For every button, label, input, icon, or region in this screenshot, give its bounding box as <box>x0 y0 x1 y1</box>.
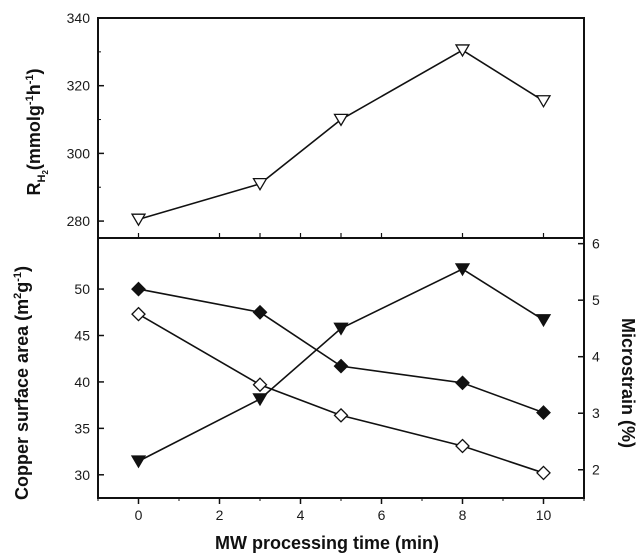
top-y-label-exp1: -1 <box>24 95 36 105</box>
x-tick-label: 4 <box>297 507 305 523</box>
top-y-label-main: R <box>24 182 44 195</box>
top-series-0-point <box>333 113 349 127</box>
x-axis-label: MW processing time (min) <box>215 533 439 553</box>
bottom-series-0-point <box>252 304 268 320</box>
x-tick-label: 2 <box>216 507 224 523</box>
bottom-y-tick-label: 35 <box>74 420 90 436</box>
bottom-y-tick-label: 40 <box>74 374 90 390</box>
bottom-y-axis-label: Copper surface area (m2g-1) <box>12 266 32 500</box>
top-series-0-point <box>535 95 552 109</box>
bottom-series-1-point <box>455 438 470 454</box>
top-y-label-subsub: 2 <box>41 170 50 175</box>
bottom-y-tick-label: 50 <box>74 281 90 297</box>
bottom-y-label-main: Copper surface area (m <box>12 299 32 500</box>
bottom-y-tick-label: 45 <box>74 328 90 344</box>
bottom-series-1-point <box>333 407 349 423</box>
x-tick-label: 8 <box>459 507 467 523</box>
right-y-axis-label: Microstrain (%) <box>618 318 636 448</box>
top-y-label-mid: h <box>24 84 44 95</box>
bottom-series-2-point <box>333 322 349 336</box>
right-y-tick-label: 4 <box>592 349 600 365</box>
bottom-y-label-mid: g <box>12 282 32 293</box>
top-y-label-sub: H <box>36 174 48 182</box>
bottom-y-label-exp2: -1 <box>12 272 24 282</box>
right-y-tick-label: 2 <box>592 462 600 478</box>
top-series-0-line <box>138 49 544 221</box>
top-y-tick-label: 300 <box>67 145 91 161</box>
top-y-tick-label: 320 <box>67 78 91 94</box>
top-series-0-point <box>454 44 471 58</box>
bottom-series-2-point <box>130 455 147 469</box>
top-plot-frame <box>97 17 585 239</box>
bottom-series-2-point <box>454 263 471 277</box>
right-y-tick-label: 5 <box>592 292 600 308</box>
top-series-0-point <box>252 177 268 191</box>
x-tick-label: 0 <box>135 507 143 523</box>
top-y-tick-label: 280 <box>67 213 91 229</box>
x-tick-label: 10 <box>536 507 552 523</box>
bottom-series-1-point <box>131 306 146 322</box>
x-tick-label: 6 <box>378 507 386 523</box>
bottom-series-0-line <box>138 288 544 414</box>
bottom-y-label-close: ) <box>12 266 32 272</box>
right-y-tick-label: 3 <box>592 405 600 421</box>
bottom-y-tick-label: 30 <box>74 467 90 483</box>
right-y-tick-label: 6 <box>592 236 600 252</box>
bottom-series-1-point <box>252 377 268 393</box>
bottom-series-2-point <box>535 314 552 328</box>
bottom-y-label-exp1: 2 <box>12 293 24 299</box>
bottom-series-0-point <box>536 405 551 420</box>
bottom-series-0-point <box>455 375 470 391</box>
bottom-series-1-line <box>138 313 544 474</box>
bottom-series-1-point <box>536 465 551 481</box>
top-y-label-close: ) <box>24 69 44 75</box>
top-series-0-point <box>130 213 147 227</box>
top-y-label-unit: (mmolg <box>24 105 44 170</box>
bottom-series-0-point <box>333 358 349 374</box>
top-y-tick-label: 340 <box>67 10 91 26</box>
bottom-series-2-point <box>252 393 268 407</box>
top-y-label-exp2: -1 <box>24 75 36 85</box>
bottom-series-0-point <box>131 281 146 297</box>
top-y-axis-label: RH2(mmolg-1h-1) <box>24 69 50 196</box>
